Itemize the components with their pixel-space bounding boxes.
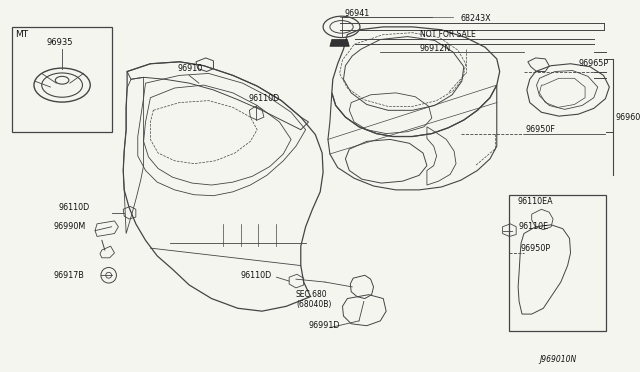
Text: J969010N: J969010N	[540, 355, 577, 364]
Text: 68243X: 68243X	[461, 14, 492, 23]
Text: 96110D: 96110D	[58, 203, 90, 212]
Text: 96935: 96935	[47, 38, 73, 47]
Polygon shape	[330, 39, 349, 46]
Text: 96110EA: 96110EA	[517, 197, 553, 206]
Text: 96960: 96960	[615, 113, 640, 122]
Text: MT: MT	[15, 30, 29, 39]
Text: 96941: 96941	[344, 9, 370, 18]
Text: 96910: 96910	[177, 64, 203, 73]
Text: 96990M: 96990M	[53, 222, 86, 231]
Text: SEC.680: SEC.680	[296, 290, 328, 299]
Text: (68040B): (68040B)	[296, 300, 332, 309]
Text: 96950F: 96950F	[526, 125, 556, 134]
Text: 96917B: 96917B	[53, 271, 84, 280]
Text: 96110D: 96110D	[241, 271, 272, 280]
Text: 96110D: 96110D	[248, 94, 280, 103]
Text: 96991D: 96991D	[308, 321, 340, 330]
Text: NOT FOR SALE: NOT FOR SALE	[420, 30, 476, 39]
Text: 96912N: 96912N	[419, 44, 451, 53]
Text: 96110E: 96110E	[518, 222, 548, 231]
Text: 96965P: 96965P	[579, 59, 609, 68]
Text: 96950P: 96950P	[520, 244, 550, 253]
